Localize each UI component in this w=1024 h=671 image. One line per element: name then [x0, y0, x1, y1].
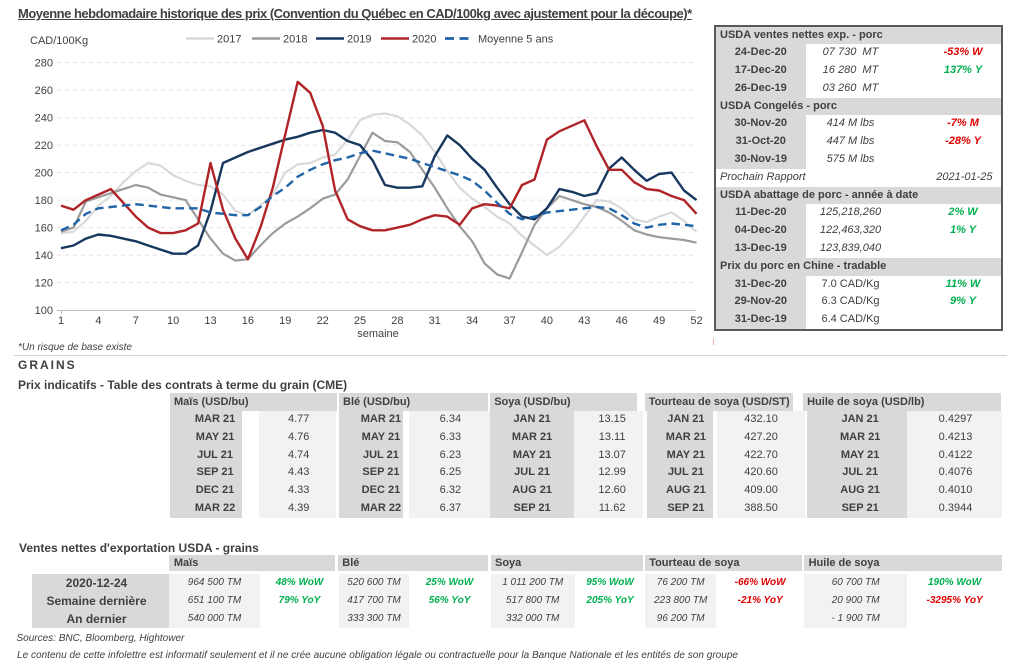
svg-text:28: 28 — [391, 315, 403, 327]
svg-text:19: 19 — [279, 315, 291, 327]
svg-text:31: 31 — [429, 315, 441, 327]
svg-text:10: 10 — [167, 315, 179, 327]
svg-text:7: 7 — [133, 315, 139, 327]
svg-text:25: 25 — [354, 315, 366, 327]
svg-text:52: 52 — [690, 315, 702, 327]
svg-text:240: 240 — [35, 113, 53, 125]
svg-text:Moyenne 5 ans: Moyenne 5 ans — [478, 34, 554, 46]
svg-text:43: 43 — [578, 315, 590, 327]
svg-text:120: 120 — [35, 278, 53, 290]
svg-text:40: 40 — [541, 315, 553, 327]
svg-text:2019: 2019 — [347, 34, 371, 46]
svg-text:2020: 2020 — [412, 34, 436, 46]
svg-text:49: 49 — [653, 315, 665, 327]
svg-text:2017: 2017 — [217, 34, 241, 46]
svg-text:37: 37 — [503, 315, 515, 327]
svg-text:4: 4 — [95, 315, 101, 327]
svg-text:46: 46 — [616, 315, 628, 327]
svg-text:140: 140 — [35, 250, 53, 262]
svg-text:260: 260 — [35, 85, 53, 97]
svg-text:16: 16 — [242, 315, 254, 327]
svg-text:100: 100 — [35, 305, 53, 317]
svg-text:280: 280 — [35, 58, 53, 70]
svg-text:180: 180 — [35, 195, 53, 207]
svg-text:200: 200 — [35, 168, 53, 180]
svg-text:22: 22 — [317, 315, 329, 327]
svg-text:2018: 2018 — [283, 34, 307, 46]
svg-text:160: 160 — [35, 223, 53, 235]
svg-text:semaine: semaine — [357, 328, 399, 340]
svg-text:34: 34 — [466, 315, 478, 327]
svg-text:220: 220 — [35, 140, 53, 152]
svg-text:CAD/100Kg: CAD/100Kg — [30, 35, 88, 47]
svg-text:1: 1 — [58, 315, 64, 327]
svg-text:13: 13 — [204, 315, 216, 327]
